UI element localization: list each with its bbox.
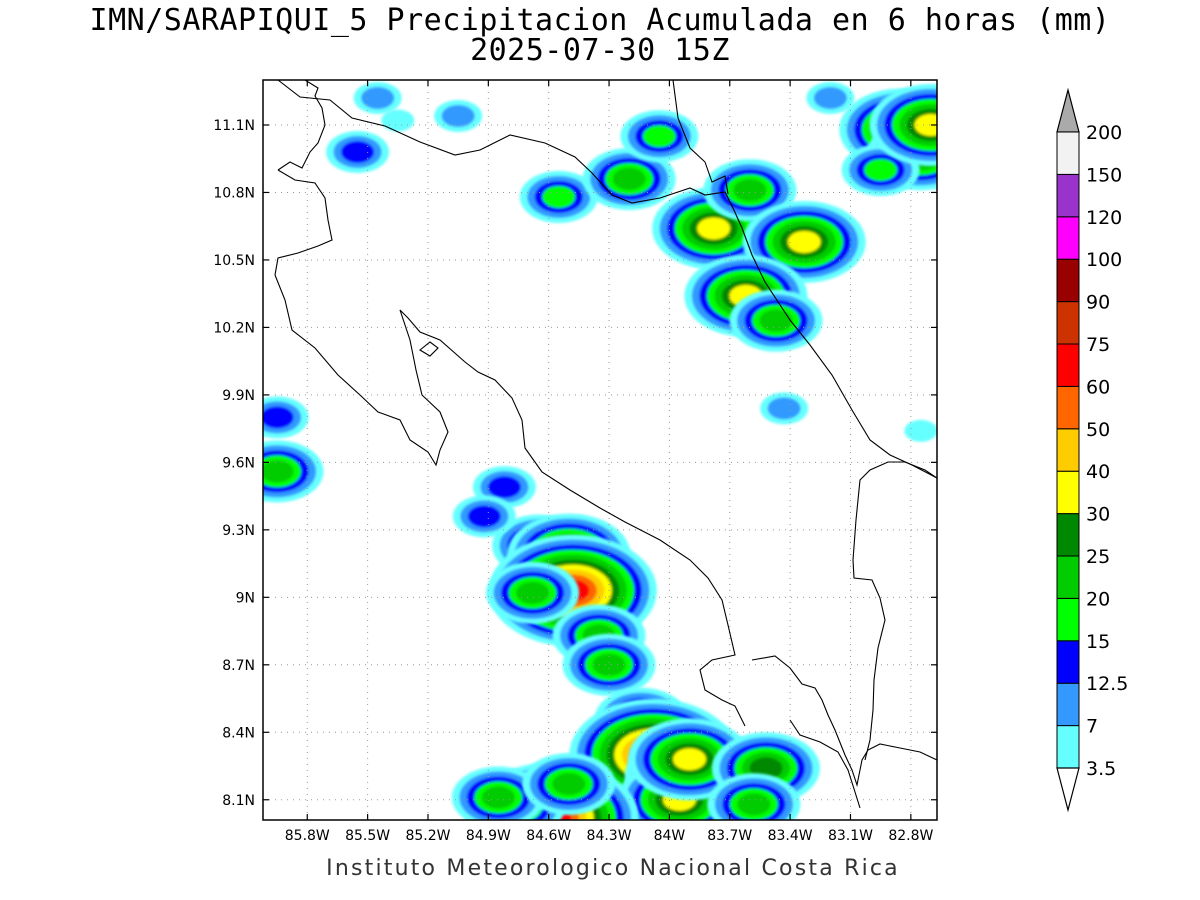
rain-cell <box>904 419 937 442</box>
colorbar-label: 7 <box>1086 716 1098 738</box>
colorbar-box <box>1056 725 1080 769</box>
rain-cell <box>562 633 656 696</box>
colorbar-label: 20 <box>1086 588 1110 610</box>
colorbar-label: 100 <box>1086 249 1122 271</box>
rain-cell <box>434 99 483 132</box>
country-border-north <box>277 80 734 209</box>
rain-cell <box>263 396 309 439</box>
rain-cell <box>381 109 415 132</box>
plot-frame <box>262 79 938 821</box>
rain-cell <box>522 753 616 816</box>
colorbar-label: 50 <box>1086 419 1110 441</box>
colorbar-bottom-arrow <box>1056 767 1080 813</box>
lat-tick-label: 8.4N <box>222 725 255 741</box>
lon-tick-label: 84.6W <box>526 828 571 844</box>
colorbar-box <box>1056 343 1080 387</box>
lon-tick-label: 84W <box>654 828 686 844</box>
lon-tick-label: 85.8W <box>285 828 330 844</box>
colorbar-label: 3.5 <box>1086 758 1116 780</box>
lon-tick-label: 85.2W <box>405 828 450 844</box>
colorbar-top-arrow <box>1056 87 1080 133</box>
caribbean-coastline <box>732 207 937 479</box>
rain-cell <box>326 130 390 173</box>
colorbar-label: 90 <box>1086 292 1110 314</box>
rain-field <box>263 81 937 820</box>
colorbar-box <box>1056 513 1080 557</box>
lat-tick-label: 10.2N <box>213 320 255 336</box>
colorbar-box <box>1056 258 1080 303</box>
colorbar-box <box>1056 428 1080 472</box>
lat-tick-label: 9.9N <box>222 388 255 404</box>
rain-cell <box>806 81 855 114</box>
lon-tick-label: 85.5W <box>345 828 390 844</box>
lat-tick-label: 11.1N <box>213 118 255 134</box>
lat-tick-label: 9.3N <box>222 523 255 539</box>
colorbar-box <box>1056 173 1080 218</box>
rain-cell <box>452 495 516 538</box>
colorbar-box <box>1056 385 1080 430</box>
axis-ticks: 11.1N 10.8N 10.5N 10.2N 9.9N 9.6N 9.3N 9N 8.7N 8.… <box>213 80 937 844</box>
colorbar-box <box>1056 555 1080 599</box>
rain-cell <box>486 561 580 624</box>
rain-cell <box>451 766 545 820</box>
colorbar: 3.5 7 12.5 15 20 25 30 40 50 60 75 90 100 120 150 200 <box>1056 87 1128 813</box>
lat-tick-label: 9.6N <box>222 455 255 471</box>
chart-title: IMN/SARAPIQUI_5 Precipitacion Acumulada … <box>89 3 1111 38</box>
country-border-east <box>852 461 937 761</box>
rain-cell <box>519 170 598 223</box>
colorbar-box <box>1056 470 1080 515</box>
rain-cell <box>729 289 823 352</box>
colorbar-label: 15 <box>1086 631 1110 653</box>
colorbar-box <box>1056 597 1080 642</box>
pacific-coastline-north <box>274 80 333 276</box>
lon-tick-label: 84.3W <box>587 828 632 844</box>
lat-tick-label: 10.5N <box>213 253 255 269</box>
colorbar-box <box>1056 216 1080 260</box>
rain-cell <box>760 392 809 425</box>
rain-cell <box>869 83 937 166</box>
colorbar-box <box>1056 301 1080 345</box>
lat-tick-label: 8.7N <box>222 658 255 674</box>
colorbar-box <box>1056 640 1080 684</box>
colorbar-label: 60 <box>1086 376 1110 398</box>
pacific-coastline-central <box>274 274 746 727</box>
island-outline <box>419 341 439 357</box>
nicaragua-coastline <box>672 80 729 195</box>
lat-tick-label: 10.8N <box>213 185 255 201</box>
lon-tick-label: 82.8W <box>888 828 933 844</box>
rain-cell <box>707 773 801 820</box>
colorbar-label: 200 <box>1086 122 1122 144</box>
colorbar-label: 12.5 <box>1086 673 1128 695</box>
colorbar-label: 120 <box>1086 207 1122 229</box>
lat-tick-label: 8.1N <box>222 793 255 809</box>
lon-tick-label: 84.9W <box>466 828 511 844</box>
chart-subtitle: 2025-07-30 15Z <box>470 33 730 68</box>
lon-tick-label: 83.4W <box>768 828 813 844</box>
footer-credit: Instituto Meteorologico Nacional Costa R… <box>326 856 900 881</box>
lon-tick-label: 83.1W <box>828 828 873 844</box>
rain-cell <box>263 440 324 503</box>
rain-cell <box>620 110 699 163</box>
grid-lines <box>263 80 937 820</box>
rain-cell <box>353 81 402 114</box>
colorbar-label: 40 <box>1086 461 1110 483</box>
colorbar-label: 150 <box>1086 164 1122 186</box>
colorbar-label: 30 <box>1086 504 1110 526</box>
colorbar-box <box>1056 682 1080 727</box>
pacific-coastline-south <box>751 655 937 809</box>
coastline <box>274 80 937 809</box>
colorbar-label: 75 <box>1086 334 1110 356</box>
colorbar-label: 25 <box>1086 546 1110 568</box>
colorbar-box <box>1056 131 1080 175</box>
lon-tick-label: 83.7W <box>707 828 752 844</box>
lat-tick-label: 9N <box>236 590 255 606</box>
